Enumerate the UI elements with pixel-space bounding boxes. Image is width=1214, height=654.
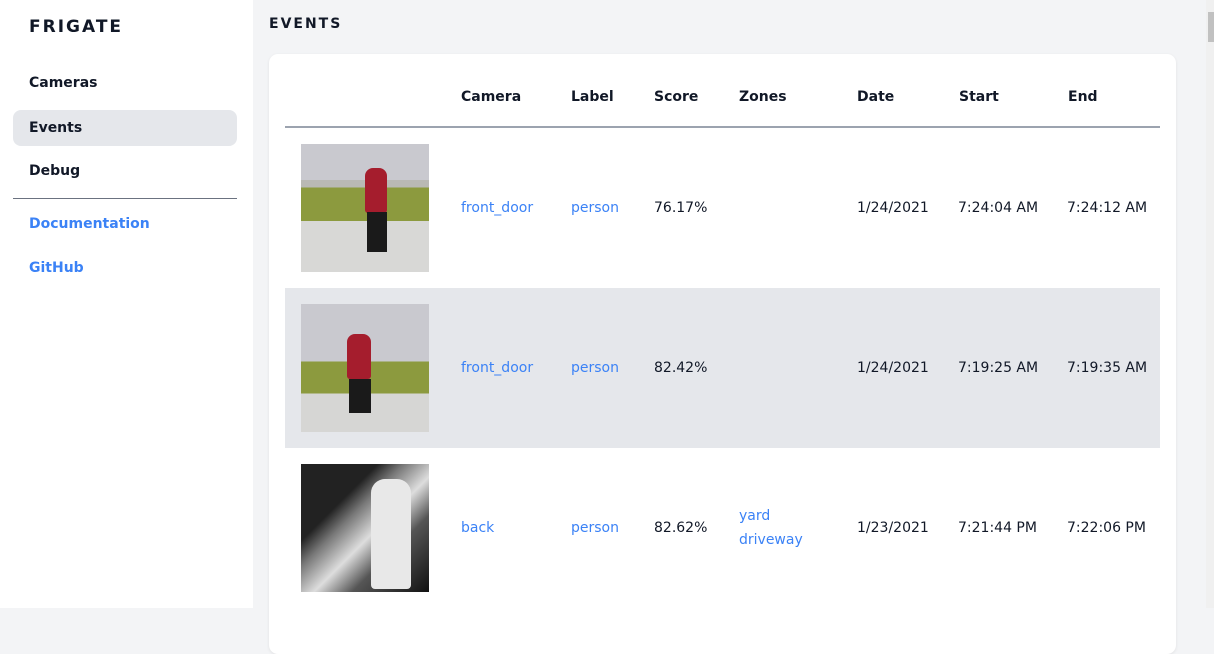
scrollbar[interactable]: [1206, 0, 1214, 608]
sidebar-divider: [13, 198, 237, 199]
header-start: Start: [959, 89, 999, 105]
sidebar: FRIGATE Cameras Events Debug Documentati…: [0, 0, 253, 608]
header-divider: [285, 126, 1160, 128]
date: 1/24/2021: [857, 360, 929, 376]
camera-link[interactable]: back: [461, 520, 495, 536]
header-label: Label: [571, 89, 614, 105]
date: 1/24/2021: [857, 200, 929, 216]
label-link[interactable]: person: [571, 360, 619, 376]
page-title: EVENTS: [269, 16, 343, 32]
header-date: Date: [857, 89, 895, 105]
label-link[interactable]: person: [571, 200, 619, 216]
sidebar-item-cameras[interactable]: Cameras: [29, 75, 98, 91]
start-time: 7:24:04 AM: [958, 200, 1039, 216]
zone-link[interactable]: yard: [739, 508, 771, 524]
table-row[interactable]: front_door person 82.42% 1/24/2021 7:19:…: [285, 288, 1160, 448]
end-time: 7:22:06 PM: [1067, 520, 1146, 536]
zone-link[interactable]: driveway: [739, 532, 803, 548]
sidebar-item-debug[interactable]: Debug: [29, 163, 81, 179]
event-thumbnail[interactable]: [301, 144, 429, 272]
scrollbar-thumb[interactable]: [1208, 12, 1214, 42]
table-row[interactable]: front_door person 76.17% 1/24/2021 7:24:…: [285, 128, 1160, 288]
start-time: 7:21:44 PM: [958, 520, 1037, 536]
table-row[interactable]: back person 82.62% yard driveway 1/23/202…: [285, 448, 1160, 608]
score: 82.62%: [654, 520, 708, 536]
event-thumbnail[interactable]: [301, 304, 429, 432]
date: 1/23/2021: [857, 520, 929, 536]
header-end: End: [1068, 89, 1098, 105]
header-zones: Zones: [739, 89, 787, 105]
sidebar-link-github[interactable]: GitHub: [29, 260, 84, 276]
score: 82.42%: [654, 360, 708, 376]
header-camera: Camera: [461, 89, 522, 105]
brand-logo: FRIGATE: [29, 17, 124, 37]
start-time: 7:19:25 AM: [958, 360, 1039, 376]
sidebar-link-documentation[interactable]: Documentation: [29, 216, 150, 232]
camera-link[interactable]: front_door: [461, 360, 534, 376]
score: 76.17%: [654, 200, 708, 216]
end-time: 7:24:12 AM: [1067, 200, 1148, 216]
label-link[interactable]: person: [571, 520, 619, 536]
sidebar-item-events[interactable]: Events: [13, 110, 237, 146]
header-score: Score: [654, 89, 699, 105]
camera-link[interactable]: front_door: [461, 200, 534, 216]
event-thumbnail[interactable]: [301, 464, 429, 592]
end-time: 7:19:35 AM: [1067, 360, 1148, 376]
